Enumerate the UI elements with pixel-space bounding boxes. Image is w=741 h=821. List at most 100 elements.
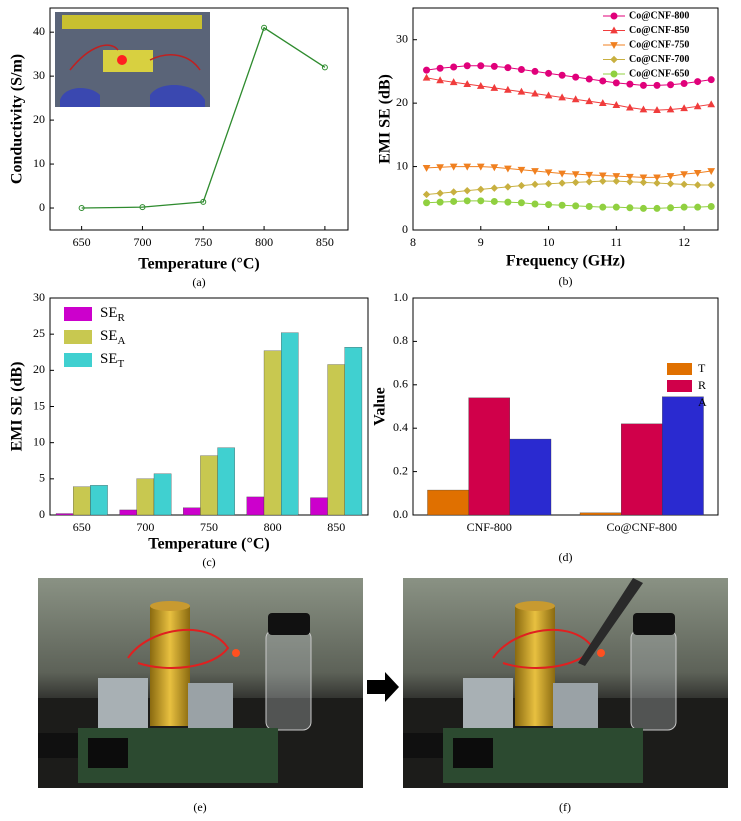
marker (653, 81, 661, 89)
y-tick-label: 0 (402, 222, 408, 236)
marker (423, 199, 431, 207)
legend-label: Co@CNF-650 (629, 68, 689, 79)
x-tick-label: 700 (136, 520, 154, 534)
y-tick-label: 1.0 (393, 290, 408, 304)
marker (626, 178, 634, 186)
marker (693, 170, 702, 177)
x-tick-label: 650 (73, 235, 91, 249)
bar (153, 473, 172, 516)
marker (531, 89, 539, 97)
y-tick-label: 0.2 (393, 463, 408, 477)
marker (585, 203, 593, 211)
caption: (a) (192, 275, 205, 289)
marker (504, 198, 512, 206)
line (81, 26, 326, 209)
marker (449, 188, 458, 196)
marker (707, 76, 715, 84)
marker (694, 78, 702, 86)
marker (707, 168, 716, 176)
marker (450, 63, 458, 71)
marker (653, 174, 661, 182)
marker (463, 80, 472, 88)
marker (477, 197, 485, 205)
x-tick-label: Co@CNF-800 (607, 520, 677, 534)
y-axis-label: Value (372, 387, 389, 426)
marker (558, 71, 566, 79)
marker (531, 180, 539, 189)
marker (436, 189, 444, 197)
bar (662, 396, 704, 516)
marker (599, 77, 607, 85)
marker (693, 102, 702, 110)
marker (436, 198, 444, 206)
marker (653, 106, 661, 114)
y-tick-label: 10 (33, 156, 45, 170)
marker (558, 201, 566, 209)
arrow (367, 672, 399, 702)
marker (139, 204, 146, 211)
y-tick-label: 0.6 (393, 377, 408, 391)
marker (490, 62, 498, 70)
plot-frame (49, 7, 349, 231)
bar (55, 513, 74, 516)
line (426, 65, 712, 86)
legend-subscript: T (118, 358, 125, 370)
marker (261, 24, 268, 31)
marker (626, 204, 634, 212)
bar (136, 478, 155, 516)
legend-swatch (64, 353, 92, 367)
plot-frame (412, 7, 719, 231)
bar (73, 486, 91, 516)
marker (544, 169, 553, 177)
legend-label: Co@CNF-750 (629, 39, 689, 50)
marker (626, 173, 634, 181)
marker (449, 78, 458, 86)
x-axis-label: Temperature (°C) (138, 256, 259, 273)
bar (119, 509, 137, 516)
legend-swatch (667, 363, 692, 375)
y-tick-label: 30 (396, 31, 408, 45)
x-tick-label: CNF-800 (467, 520, 512, 534)
photo-e (37, 577, 364, 789)
bar (427, 489, 469, 516)
legend-label: SET (100, 351, 125, 369)
marker (517, 87, 526, 95)
bar (263, 350, 282, 516)
marker (490, 164, 499, 172)
caption: (e) (193, 800, 206, 814)
legend-text: SE (100, 328, 118, 344)
x-tick-label: 8 (410, 235, 416, 249)
marker (612, 101, 621, 108)
marker (558, 93, 566, 101)
marker (693, 181, 702, 189)
marker (680, 104, 688, 112)
marker (666, 179, 675, 188)
x-tick-label: 800 (255, 235, 273, 249)
marker (599, 203, 607, 211)
marker (585, 75, 593, 83)
bar (310, 497, 328, 516)
marker (558, 179, 566, 187)
marker (571, 178, 580, 187)
marker (694, 203, 702, 211)
marker (639, 174, 648, 182)
line (426, 200, 712, 209)
marker (490, 184, 499, 192)
marker (707, 100, 716, 108)
legend-swatch (667, 380, 692, 392)
y-tick-label: 25 (33, 326, 45, 340)
marker (639, 81, 647, 89)
marker (571, 171, 580, 179)
marker (531, 67, 539, 75)
line (426, 166, 712, 178)
marker (639, 105, 648, 113)
bar (217, 447, 235, 516)
y-tick-label: 20 (33, 362, 45, 376)
caption: (b) (559, 274, 573, 288)
x-axis-label: Temperature (°C) (148, 536, 269, 553)
marker (436, 76, 444, 84)
marker (477, 185, 485, 194)
y-tick-label: 15 (33, 398, 45, 412)
x-tick-label: 850 (327, 520, 345, 534)
bar (183, 507, 201, 516)
